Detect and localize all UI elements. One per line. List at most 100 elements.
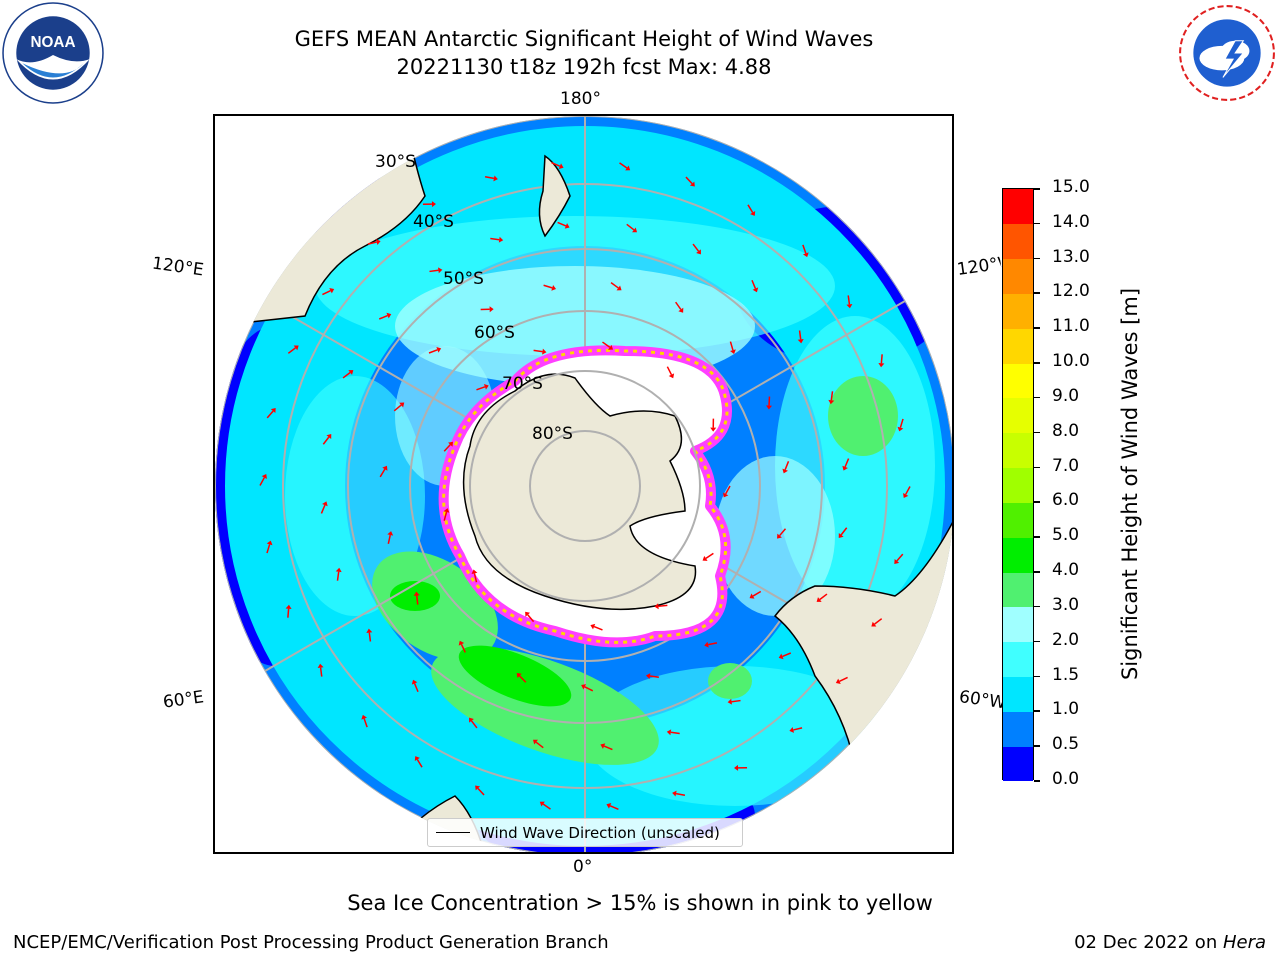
- wave-direction-arrow: [593, 625, 603, 631]
- wave-direction-arrow: [603, 745, 613, 751]
- wave-direction-arrow: [287, 347, 296, 354]
- wave-direction-arrow: [428, 349, 438, 354]
- wave-direction-arrow: [649, 675, 659, 678]
- wave-direction-arrowhead: [386, 312, 392, 319]
- chart-subtitle: 20221130 t18z 192h fcst Max: 4.88: [396, 55, 772, 79]
- colorbar-label: Significant Height of Wind Waves [m]: [1118, 287, 1142, 681]
- colorbar-segment: [1003, 641, 1033, 678]
- wave-direction-arrowhead: [702, 555, 708, 561]
- wave-direction-arrowhead: [431, 201, 436, 208]
- wave-direction-arrow: [363, 718, 368, 728]
- sea-ice-footnote: Sea Ice Concentration > 15% is shown in …: [347, 891, 933, 915]
- wave-direction-arrowhead: [411, 679, 418, 685]
- wave-direction-arrow: [322, 290, 331, 296]
- lon-label-180: 180°: [560, 89, 601, 109]
- colorbar-tick: [1034, 327, 1040, 329]
- colorbar-segment: [1003, 537, 1033, 573]
- colorbar-tick: [1034, 188, 1040, 190]
- wave-direction-arrowhead: [329, 287, 335, 294]
- wave-direction-arrow: [460, 644, 467, 653]
- credit-text: NCEP/EMC/Verification Post Processing Pr…: [13, 932, 609, 953]
- lon-label-60w: 60°W: [957, 687, 1005, 713]
- wave-direction-arrowhead: [414, 756, 420, 762]
- lat-label-40s: 40°S: [413, 212, 454, 232]
- wave-direction-arrow: [708, 642, 718, 646]
- wave-direction-arrowhead: [458, 640, 465, 646]
- wave-direction-arrow: [905, 486, 911, 495]
- colorbar-segment: [1003, 746, 1033, 782]
- lat-label-70s: 70°S: [502, 374, 543, 394]
- wave-direction-arrowhead: [654, 603, 659, 610]
- wave-direction-arrow: [393, 404, 402, 412]
- wave-direction-arrowhead: [539, 801, 545, 807]
- wave-direction-arrowhead: [846, 303, 853, 309]
- wave-direction-arrow: [798, 330, 802, 340]
- colorbar-tick: [1034, 466, 1040, 469]
- wave-direction-arrow: [610, 282, 619, 289]
- wave-direction-arrowhead: [469, 717, 474, 723]
- wave-direction-arrow: [387, 534, 391, 545]
- wave-direction-arrowhead: [816, 597, 822, 602]
- wave-direction-arrow: [368, 632, 372, 642]
- wave-direction-arrowhead: [828, 399, 835, 405]
- wave-direction-arrowhead: [600, 743, 606, 749]
- wave-direction-arrow: [839, 676, 848, 682]
- wave-direction-arrow: [658, 604, 668, 608]
- date-label: 02 Dec 2022 on: [1074, 932, 1223, 953]
- wave-direction-arrowhead: [723, 492, 729, 498]
- wave-direction-arrow: [747, 204, 754, 213]
- lat-label-60s: 60°S: [474, 323, 515, 343]
- wave-direction-arrowhead: [778, 653, 784, 660]
- wave-direction-arrow: [626, 223, 635, 231]
- wave-direction-arrowhead: [261, 474, 267, 480]
- wave-direction-arrow: [533, 349, 543, 353]
- wave-direction-arrow: [342, 371, 351, 379]
- wave-direction-arrow: [844, 458, 850, 468]
- colorbar-segment: [1003, 467, 1033, 503]
- wave-direction-arrowhead: [672, 790, 677, 797]
- wave-direction-arrowhead: [322, 501, 328, 507]
- wave-direction-arrowhead: [782, 468, 788, 474]
- colorbar-tick-label: 6.0: [1052, 490, 1080, 511]
- wave-direction-arrowhead: [897, 426, 904, 432]
- wave-direction-arrow: [443, 511, 448, 521]
- colorbar-tick: [1034, 710, 1040, 712]
- wave-direction-arrow: [320, 504, 326, 514]
- wave-direction-arrowhead: [493, 175, 498, 182]
- wave-direction-arrowhead: [871, 621, 877, 627]
- wave-direction-arrowhead: [448, 441, 453, 447]
- wave-direction-arrow: [416, 759, 423, 768]
- colorbar-segment: [1003, 397, 1033, 434]
- wave-direction-arrowhead: [730, 349, 736, 355]
- colorbar-tick: [1034, 501, 1040, 503]
- wave-direction-arrow: [367, 241, 377, 245]
- date-text: 02 Dec 2022 on Hera: [1074, 932, 1266, 953]
- colorbar-tick: [1034, 745, 1040, 747]
- wave-direction-arrowhead: [903, 492, 909, 498]
- wave-direction-arrowhead: [789, 727, 794, 733]
- wave-direction-arrow: [819, 593, 828, 601]
- wave-direction-arrowhead: [710, 427, 717, 432]
- wave-direction-arrowhead: [645, 673, 651, 680]
- wave-direction-arrow: [322, 436, 330, 445]
- wave-direction-arrowhead: [590, 623, 596, 630]
- noaa-logo: NOAA: [2, 2, 104, 104]
- wave-direction-arrow: [527, 614, 535, 623]
- wave-direction-arrowhead: [348, 370, 354, 375]
- wave-direction-arrow: [840, 527, 848, 536]
- wave-direction-arrowhead: [366, 628, 373, 633]
- wave-direction-arrowhead: [475, 785, 481, 791]
- colorbar: [1002, 188, 1034, 782]
- wave-direction-arrowhead: [376, 239, 381, 245]
- wave-direction-arrowhead: [842, 465, 848, 471]
- wave-direction-arrow: [542, 803, 551, 810]
- wave-direction-arrow: [476, 386, 486, 391]
- wave-direction-arrowhead: [399, 402, 405, 408]
- wave-height-map: [215, 116, 952, 852]
- wind-wave-arrows: [259, 162, 911, 810]
- wave-direction-arrowhead: [734, 764, 739, 771]
- wave-direction-arrow: [535, 741, 544, 749]
- wave-direction-arrowhead: [766, 405, 773, 410]
- wave-direction-arrowhead: [532, 739, 538, 745]
- colorbar-tick-label: 8.0: [1052, 420, 1080, 441]
